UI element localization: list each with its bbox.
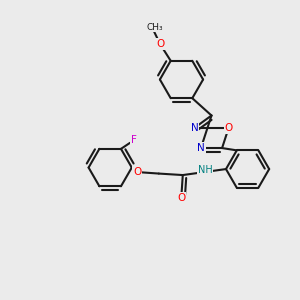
Text: O: O — [133, 167, 141, 177]
Text: O: O — [224, 123, 233, 133]
Text: NH: NH — [198, 165, 213, 175]
Text: O: O — [156, 39, 164, 49]
Text: F: F — [130, 135, 136, 145]
Text: CH₃: CH₃ — [147, 23, 164, 32]
Text: N: N — [197, 143, 205, 153]
Text: O: O — [177, 193, 185, 202]
Text: N: N — [190, 123, 198, 133]
